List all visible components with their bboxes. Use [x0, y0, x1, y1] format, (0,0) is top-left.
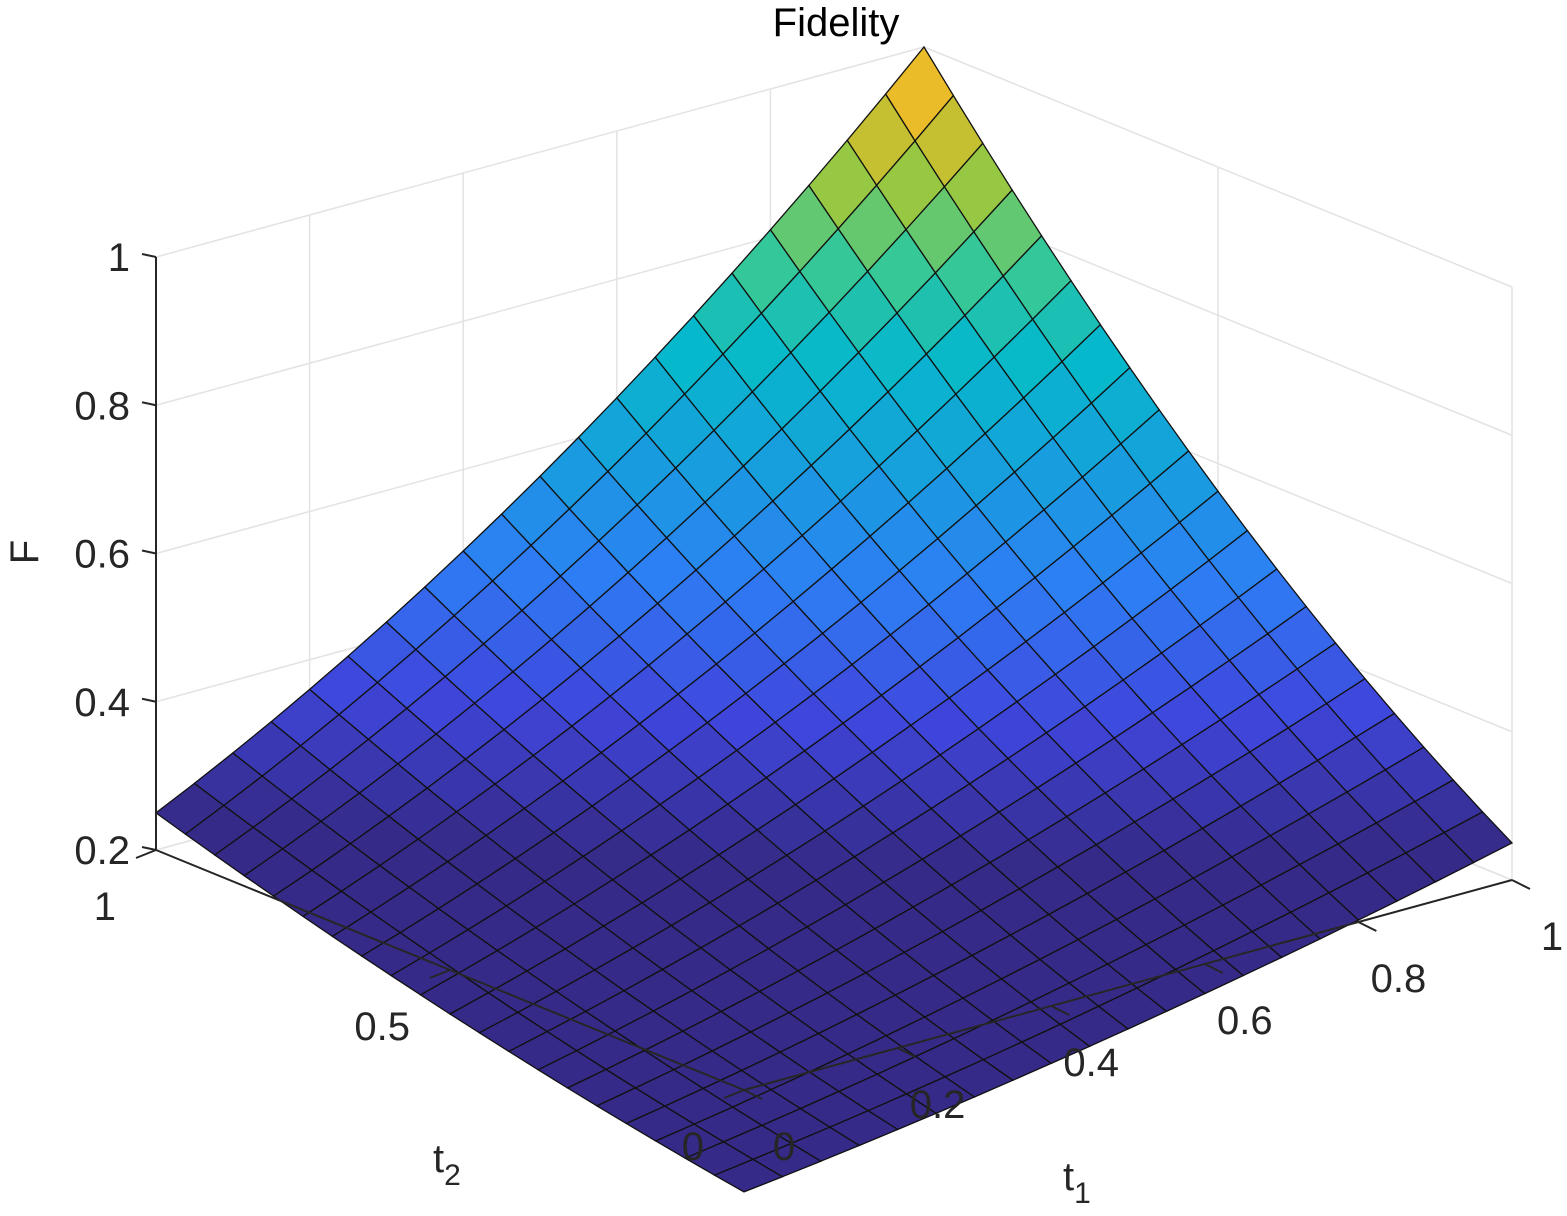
- y-axis-label: t2: [433, 1137, 461, 1192]
- z-tick-label: 0.6: [74, 533, 130, 577]
- x-tick-label: 0.2: [910, 1083, 966, 1127]
- y-tick-label: 0: [682, 1125, 704, 1169]
- x-tick-label: 0: [773, 1125, 795, 1169]
- x-tick: [1357, 921, 1377, 932]
- z-axis-label: F: [3, 540, 47, 564]
- x-axis-label: t1: [1063, 1155, 1091, 1210]
- x-tick-label: 0.6: [1217, 999, 1273, 1043]
- z-tick-label: 0.4: [74, 681, 130, 725]
- y-axis-label-subscript: 2: [444, 1159, 461, 1192]
- x-tick: [897, 1047, 917, 1058]
- grid-line-z: [155, 46, 925, 258]
- y-tick: [135, 849, 157, 859]
- x-tick: [1050, 1005, 1070, 1016]
- y-tick: [429, 969, 451, 979]
- z-tick: [141, 549, 157, 555]
- chart-title: Fidelity: [773, 1, 900, 45]
- tick-label-layer: 0.2 0.4 0.6 0.8 1 0 0.2 0.4 0.6 0.8 1 0 0.5 1: [74, 236, 1563, 1169]
- z-tick-label: 0.8: [74, 384, 130, 428]
- x-tick-label: 1: [1541, 915, 1563, 959]
- y-tick-label: 1: [94, 885, 116, 929]
- y-tick-label: 0.5: [354, 1005, 410, 1049]
- z-tick: [141, 253, 157, 258]
- z-tick: [141, 846, 157, 851]
- z-tick: [141, 401, 157, 407]
- x-tick: [1204, 963, 1224, 974]
- axis-layer: [135, 253, 1531, 1100]
- surface-layer: [154, 45, 1514, 1193]
- y-axis-label-main: t: [433, 1137, 444, 1181]
- z-tick: [141, 697, 157, 703]
- z-tick-label: 1: [108, 236, 130, 280]
- x-axis-label-subscript: 1: [1074, 1177, 1091, 1210]
- x-axis-line: [743, 879, 1513, 1091]
- surface-patch: [713, 1158, 784, 1193]
- y-tick: [723, 1089, 745, 1099]
- x-tick: [1511, 879, 1531, 890]
- x-tick-label: 0.4: [1063, 1041, 1119, 1085]
- z-tick-label: 0.2: [74, 829, 130, 873]
- x-axis-label-main: t: [1063, 1155, 1074, 1199]
- x-tick: [743, 1089, 763, 1100]
- x-tick-label: 0.8: [1371, 957, 1427, 1001]
